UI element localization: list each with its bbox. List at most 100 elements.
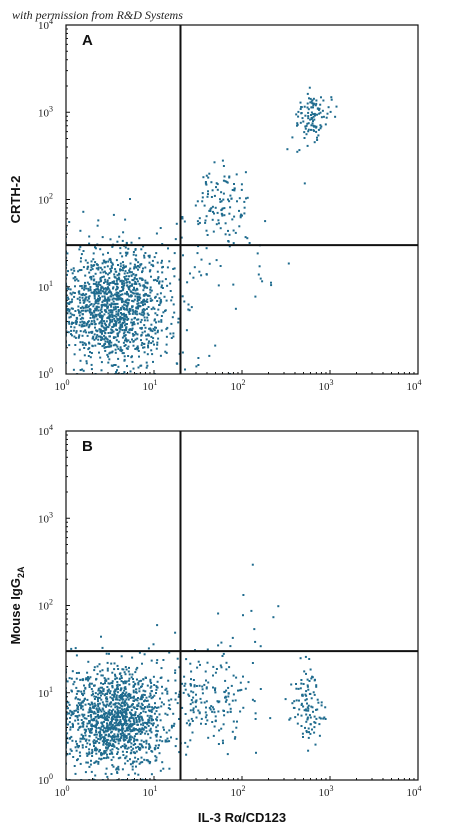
event-dot: [155, 685, 158, 688]
event-dot: [166, 326, 169, 329]
event-dot: [82, 301, 85, 304]
event-dot: [87, 321, 89, 324]
event-dot: [150, 710, 153, 713]
event-dot: [98, 314, 101, 317]
event-dot: [83, 284, 86, 287]
event-dot: [92, 264, 95, 267]
event-dot: [91, 748, 94, 751]
event-dot: [202, 176, 205, 179]
event-dot: [118, 706, 121, 709]
event-dot: [306, 106, 309, 109]
event-dot: [106, 279, 109, 282]
event-dot: [226, 711, 229, 714]
event-dot: [296, 123, 299, 126]
event-dot: [138, 355, 140, 358]
event-dot: [181, 295, 184, 298]
event-dot: [78, 704, 81, 706]
event-dot: [137, 347, 140, 350]
event-dot: [157, 337, 160, 340]
event-dot: [145, 722, 148, 724]
event-dot: [108, 272, 111, 275]
event-dot: [161, 243, 164, 246]
event-dot: [94, 774, 97, 777]
event-dot: [161, 692, 164, 695]
event-dot: [101, 318, 103, 321]
event-dot: [78, 296, 81, 299]
event-dot: [117, 306, 119, 309]
event-dot: [147, 314, 150, 316]
event-dot: [81, 692, 83, 695]
event-dot: [195, 693, 197, 696]
event-dot: [306, 718, 309, 721]
event-dot: [84, 274, 87, 277]
population-3: [286, 86, 338, 153]
event-dot: [140, 728, 143, 731]
event-dot: [116, 287, 119, 290]
event-dot: [74, 310, 77, 312]
event-dot: [139, 761, 142, 764]
event-dot: [117, 738, 120, 741]
event-dot: [128, 723, 131, 726]
event-dot: [138, 680, 141, 683]
event-dot: [234, 699, 237, 702]
event-dot: [128, 673, 131, 676]
event-dot: [150, 349, 153, 352]
event-dot: [305, 713, 308, 716]
event-dot: [112, 756, 115, 759]
x-tick-label: 103: [319, 784, 334, 799]
event-dot: [211, 710, 214, 713]
event-dot: [243, 212, 246, 215]
event-dot: [133, 760, 136, 763]
event-dot: [120, 348, 122, 351]
event-dot: [87, 348, 90, 351]
event-dot: [88, 325, 91, 328]
event-dot: [126, 707, 128, 710]
event-dot: [68, 322, 71, 325]
event-dot: [99, 727, 102, 730]
event-dot: [148, 703, 151, 706]
event-dot: [160, 705, 163, 708]
event-dot: [101, 707, 104, 710]
event-dot: [322, 99, 325, 102]
event-dot: [214, 715, 217, 718]
event-dot: [125, 691, 128, 694]
event-dot: [113, 364, 116, 366]
event-dot: [123, 722, 126, 725]
event-dot: [224, 696, 227, 699]
event-dot: [141, 696, 144, 699]
event-dot: [148, 729, 151, 732]
event-dot: [215, 223, 218, 226]
event-dot: [133, 267, 136, 270]
event-dot: [85, 677, 88, 680]
event-dot: [132, 718, 135, 721]
event-dot: [210, 705, 213, 708]
event-dot: [307, 707, 310, 710]
event-dot: [183, 300, 186, 303]
event-dot: [99, 686, 102, 689]
event-dot: [168, 703, 171, 706]
event-dot: [109, 721, 111, 724]
event-dot: [82, 708, 85, 711]
event-dot: [69, 301, 72, 304]
event-dot: [320, 96, 322, 99]
event-dot: [122, 332, 125, 335]
event-dot: [86, 306, 89, 309]
event-dot: [93, 338, 96, 341]
event-dot: [165, 687, 168, 690]
event-dot: [181, 351, 184, 354]
event-dot: [201, 192, 204, 195]
event-dot: [134, 312, 137, 315]
event-dot: [157, 747, 160, 749]
event-dot: [68, 303, 71, 305]
x-tick-label: 104: [407, 378, 422, 393]
event-dot: [189, 709, 192, 712]
event-dot: [109, 282, 112, 284]
event-dot: [104, 718, 107, 721]
event-dot: [96, 722, 99, 725]
event-dot: [166, 737, 169, 740]
event-dot: [86, 334, 89, 337]
event-dot: [131, 284, 133, 287]
event-dot: [120, 736, 123, 739]
event-dot: [149, 678, 152, 681]
event-dot: [228, 703, 231, 706]
